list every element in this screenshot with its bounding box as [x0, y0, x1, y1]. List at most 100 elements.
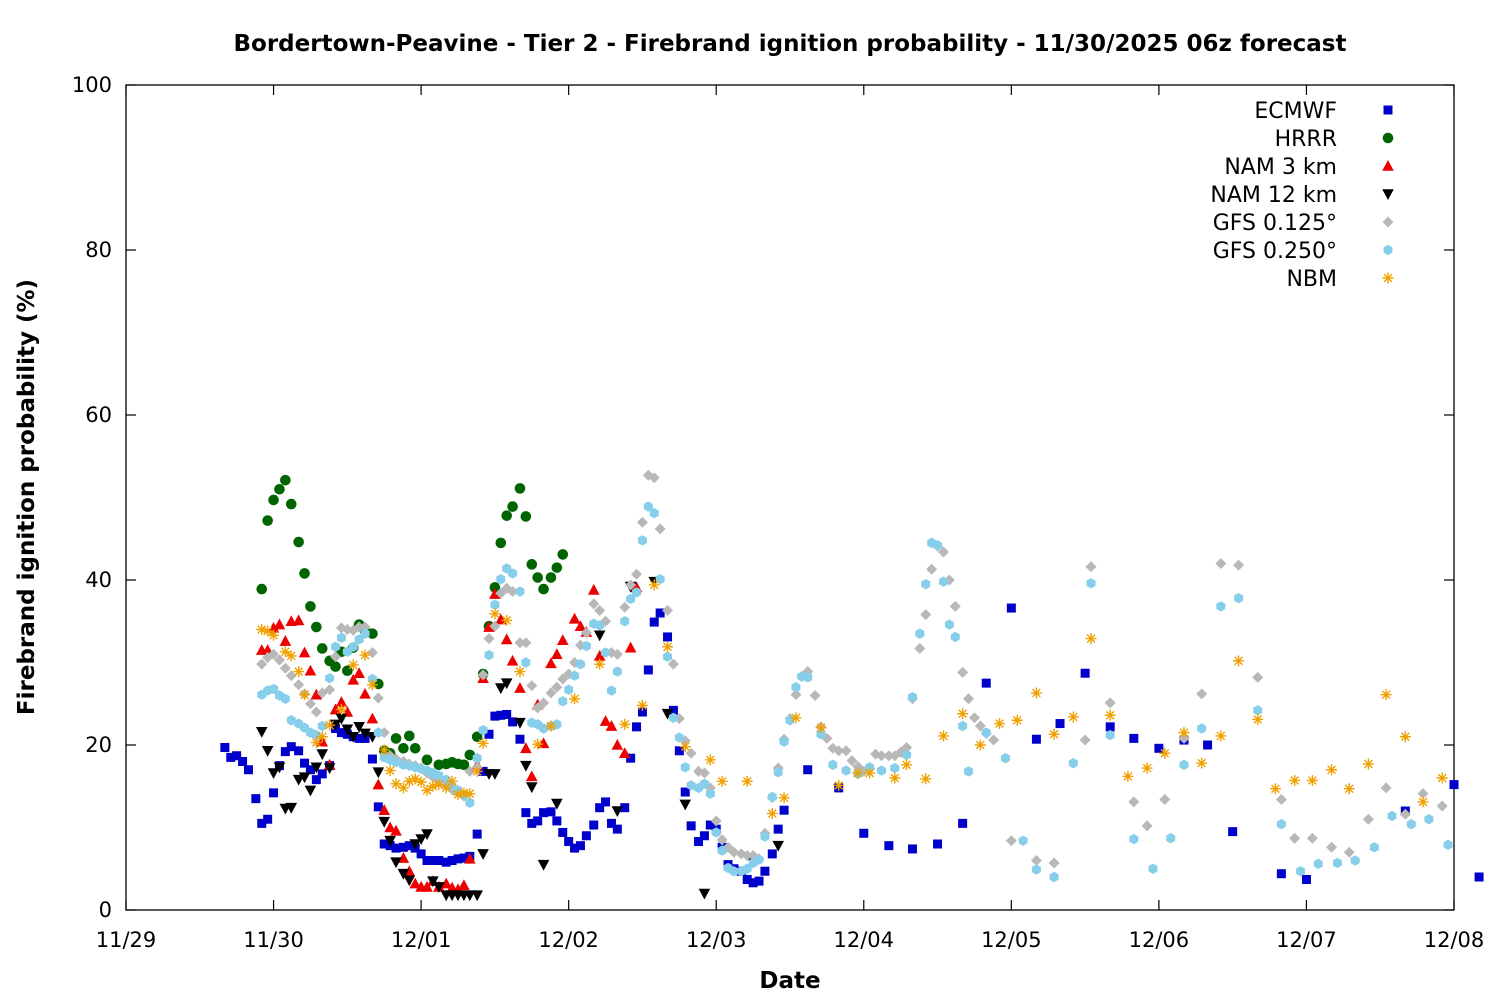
- data-point: [347, 673, 360, 685]
- data-point: [398, 842, 408, 852]
- data-point: [324, 719, 336, 731]
- data-point: [316, 643, 328, 654]
- data-point: [773, 767, 783, 778]
- data-series: [220, 469, 1484, 902]
- data-point: [1387, 810, 1397, 822]
- data-point: [974, 739, 986, 751]
- data-point: [489, 588, 501, 599]
- data-point: [335, 713, 348, 725]
- data-point: [494, 683, 507, 695]
- data-point: [632, 722, 642, 732]
- data-point: [1215, 558, 1227, 569]
- data-point: [841, 765, 851, 776]
- data-point: [262, 515, 273, 526]
- y-tick-label: 100: [72, 73, 112, 97]
- data-point: [588, 598, 600, 610]
- data-point: [521, 657, 531, 668]
- data-point: [587, 583, 600, 595]
- data-point: [601, 797, 611, 807]
- data-point: [433, 779, 445, 791]
- data-point: [833, 779, 845, 791]
- data-point: [803, 765, 813, 775]
- data-point: [421, 829, 433, 841]
- data-point: [558, 696, 568, 707]
- data-point: [809, 690, 821, 701]
- data-point: [648, 579, 660, 591]
- data-point: [464, 890, 476, 902]
- data-point: [537, 859, 550, 871]
- data-point: [330, 661, 341, 672]
- data-point: [367, 754, 377, 764]
- data-point: [816, 729, 826, 740]
- y-tick-label: 40: [85, 568, 112, 592]
- data-point: [625, 579, 637, 591]
- data-point: [648, 472, 660, 484]
- data-point: [453, 854, 463, 864]
- data-point: [1105, 729, 1115, 741]
- data-point: [667, 658, 679, 670]
- data-point: [852, 767, 864, 779]
- data-point: [397, 782, 409, 794]
- legend-item: ECMWF: [1254, 99, 1393, 124]
- data-point: [890, 762, 900, 774]
- data-point: [1269, 783, 1281, 795]
- legend-marker: [1382, 160, 1394, 171]
- data-point: [477, 849, 489, 860]
- data-point: [427, 780, 439, 792]
- series-0: [220, 603, 1484, 888]
- data-point: [674, 732, 684, 743]
- data-point: [748, 878, 758, 888]
- data-point: [875, 750, 887, 762]
- data-point: [538, 583, 549, 595]
- data-point: [508, 717, 518, 727]
- data-point: [551, 798, 563, 810]
- data-point: [478, 766, 488, 776]
- x-tick-label: 12/01: [391, 928, 452, 952]
- data-point: [1105, 722, 1115, 732]
- y-tick-label: 60: [85, 403, 112, 427]
- data-point: [1006, 603, 1016, 613]
- data-point: [1166, 833, 1176, 844]
- data-point: [1128, 796, 1140, 808]
- data-point: [914, 642, 926, 654]
- data-point: [354, 634, 364, 645]
- data-point: [711, 827, 721, 838]
- data-point: [1436, 800, 1448, 812]
- data-point: [626, 753, 636, 763]
- x-tick-label: 11/29: [96, 928, 157, 952]
- legend-marker: [1382, 189, 1394, 200]
- data-point: [269, 683, 279, 695]
- data-point: [1129, 733, 1139, 743]
- data-point: [636, 699, 648, 711]
- data-point: [507, 501, 518, 512]
- data-point: [767, 849, 777, 859]
- legend-item: HRRR: [1275, 127, 1394, 152]
- data-point: [409, 773, 421, 785]
- data-point: [494, 613, 507, 625]
- data-point: [1122, 770, 1134, 782]
- data-point: [372, 767, 385, 779]
- data-point: [293, 666, 305, 678]
- data-point: [637, 535, 647, 546]
- data-point: [779, 805, 789, 815]
- data-point: [298, 646, 311, 658]
- data-point: [698, 767, 710, 779]
- data-point: [514, 637, 526, 649]
- data-point: [957, 666, 969, 678]
- data-point: [434, 770, 444, 781]
- data-point: [790, 689, 802, 701]
- data-point: [883, 750, 895, 762]
- series-2: [255, 581, 643, 895]
- data-point: [619, 718, 631, 730]
- x-tick-label: 12/08: [1424, 928, 1485, 952]
- data-point: [655, 608, 665, 618]
- data-point: [409, 743, 421, 754]
- data-point: [974, 720, 986, 732]
- data-point: [472, 753, 482, 764]
- data-point: [618, 747, 631, 759]
- data-point: [452, 789, 464, 800]
- data-point: [261, 745, 274, 757]
- data-point: [933, 540, 943, 551]
- data-point: [484, 649, 494, 661]
- data-point: [1234, 592, 1244, 604]
